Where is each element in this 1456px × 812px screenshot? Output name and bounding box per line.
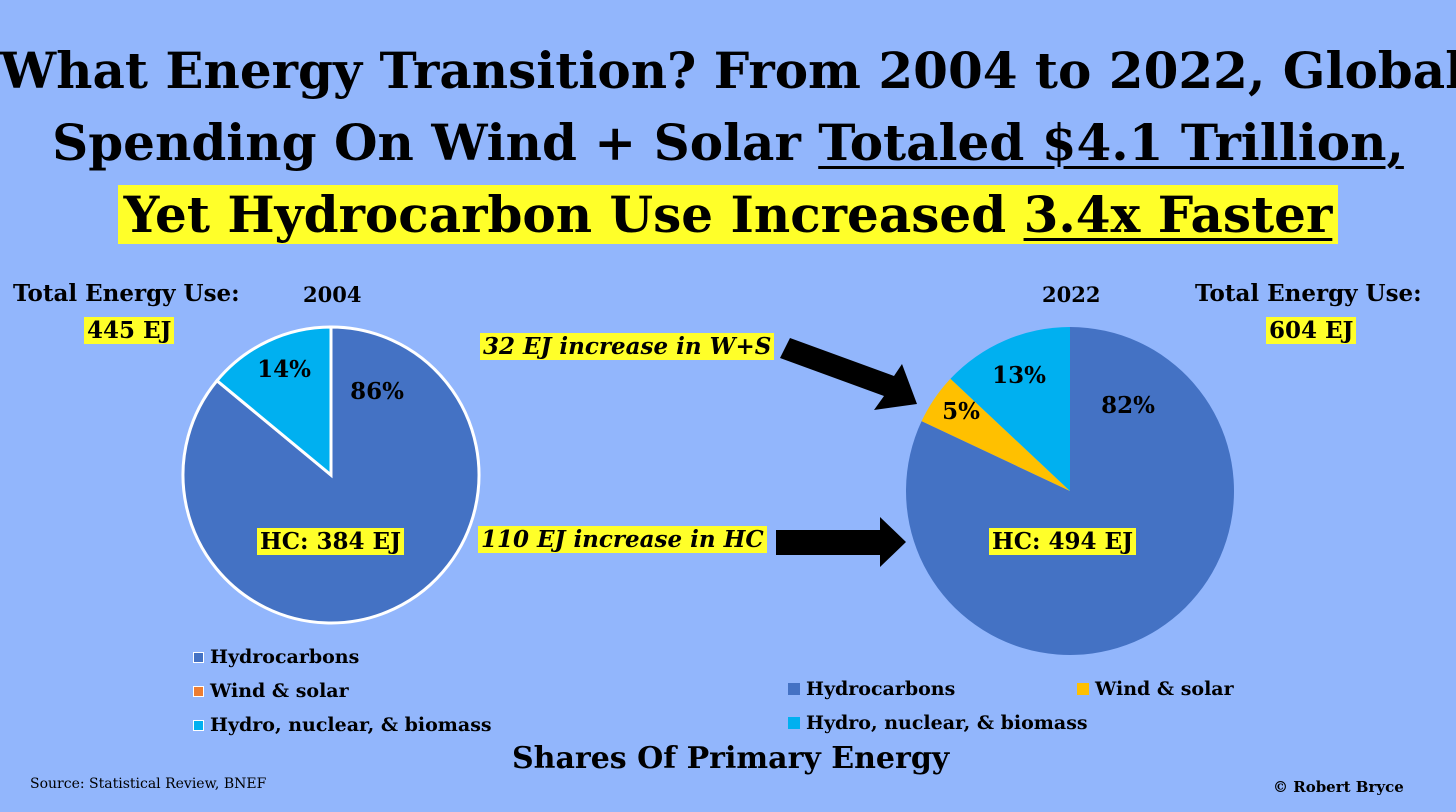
- pie-slice-wind-solar: [921, 378, 1070, 491]
- title-line-1: What Energy Transition? From 2004 to 202…: [0, 41, 1456, 100]
- arrow-hc-icon: [776, 517, 906, 567]
- legend-item-wind-solar: Wind & solar: [193, 674, 492, 708]
- title-spending-total: Totaled $4.1 Trillion,: [818, 113, 1404, 172]
- pie-label-hydro-nuclear: 13%: [992, 362, 1046, 389]
- legend-item-hydrocarbons: Hydrocarbons: [788, 672, 1088, 706]
- left-year: 2004: [303, 282, 362, 307]
- chart-subtitle: Shares Of Primary Energy: [512, 741, 950, 776]
- swatch-hydrocarbons-icon: [193, 651, 204, 663]
- legend-2022-wind: Wind & solar: [1077, 672, 1234, 706]
- hc-increase-annotation: 110 EJ increase in HC: [478, 525, 767, 555]
- right-total-value: 604 EJ: [1266, 316, 1357, 346]
- pie-label-wind-solar: 5%: [942, 398, 980, 425]
- left-total-value: 445 EJ: [84, 316, 175, 346]
- left-total-label: Total Energy Use:: [13, 280, 240, 307]
- title-line-3: Yet Hydrocarbon Use Increased 3.4x Faste…: [0, 184, 1456, 246]
- legend-2022: Hydrocarbons Hydro, nuclear, & biomass: [788, 672, 1088, 740]
- pie-chart-2022: 82% 5% 13%: [905, 327, 1234, 655]
- legend-item-hydro-nuclear: Hydro, nuclear, & biomass: [788, 706, 1088, 740]
- swatch-hydro-nuclear-icon: [788, 717, 800, 729]
- pie-label-hydrocarbons: 82%: [1101, 392, 1155, 419]
- arrow-ws-icon: [780, 338, 917, 410]
- pie-slice-hydrocarbons: [905, 327, 1234, 655]
- legend-item-wind-solar: Wind & solar: [1077, 672, 1234, 706]
- pie-chart-2004: 86% 14%: [181, 325, 481, 625]
- swatch-wind-solar-icon: [193, 685, 204, 697]
- legend-item-hydro-nuclear: Hydro, nuclear, & biomass: [193, 708, 492, 742]
- swatch-hydrocarbons-icon: [788, 683, 800, 695]
- swatch-wind-solar-icon: [1077, 683, 1089, 695]
- right-total-label: Total Energy Use:: [1195, 280, 1422, 307]
- right-year: 2022: [1042, 282, 1101, 307]
- title-faster-factor: 3.4x Faster: [1023, 185, 1333, 244]
- left-hc-label: HC: 384 EJ: [257, 527, 404, 557]
- pie-slice-hydro-nuclear: [214, 325, 333, 479]
- pie-label-hydrocarbons: 86%: [350, 378, 404, 405]
- source-note: Source: Statistical Review, BNEF: [30, 776, 267, 792]
- title-highlight: Yet Hydrocarbon Use Increased 3.4x Faste…: [117, 185, 1339, 244]
- ws-increase-annotation: 32 EJ increase in W+S: [480, 332, 775, 362]
- right-hc-label: HC: 494 EJ: [989, 527, 1136, 557]
- swatch-hydro-nuclear-icon: [193, 719, 204, 731]
- pie-slice-hydro-nuclear: [950, 327, 1070, 491]
- pie-label-hydro-nuclear: 14%: [257, 356, 311, 383]
- title-line-2: Spending On Wind + Solar Totaled $4.1 Tr…: [52, 113, 1404, 172]
- legend-2004: Hydrocarbons Wind & solar Hydro, nuclear…: [193, 640, 492, 742]
- legend-item-hydrocarbons: Hydrocarbons: [193, 640, 492, 674]
- copyright: © Robert Bryce: [1273, 778, 1404, 796]
